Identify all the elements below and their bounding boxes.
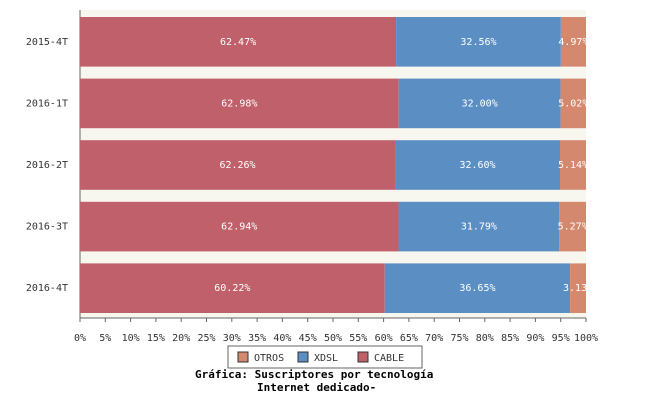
y-tick-label: 2016-2T	[26, 160, 68, 171]
y-tick-label: 2016-4T	[26, 283, 68, 294]
value-label: 62.98%	[221, 98, 257, 109]
value-label: 5.14%	[558, 160, 588, 171]
x-tick-label: 55%	[349, 333, 367, 344]
x-tick-label: 60%	[375, 333, 393, 344]
x-tick-label: 0%	[74, 333, 86, 344]
legend-swatch	[237, 351, 249, 363]
x-tick-label: 40%	[273, 333, 291, 344]
legend	[227, 345, 423, 369]
x-tick-label: 10%	[122, 333, 140, 344]
x-tick-label: 35%	[248, 333, 266, 344]
x-tick-label: 70%	[425, 333, 443, 344]
title-line: Internet dedicado-	[257, 381, 376, 394]
x-tick-label: 95%	[552, 333, 570, 344]
value-label: 62.94%	[221, 222, 257, 233]
value-label: 60.22%	[214, 283, 250, 294]
bar-segment	[80, 78, 399, 129]
bar-segment	[396, 17, 561, 67]
x-tick-label: 100%	[574, 333, 598, 344]
value-label: 31.79%	[461, 222, 497, 233]
value-label: 32.56%	[460, 37, 496, 48]
bar-segment	[560, 78, 586, 129]
bar-segment	[80, 263, 385, 313]
title-line: Gráfica: Suscriptores por tecnología	[195, 368, 433, 381]
x-tick-label: 30%	[223, 333, 241, 344]
bar-segment	[395, 140, 560, 190]
y-tick-label: 2016-1T	[26, 98, 68, 109]
bar-segment	[559, 201, 586, 252]
legend-label: CABLE	[374, 353, 404, 364]
bar-segment	[398, 78, 561, 129]
x-tick-label: 20%	[172, 333, 190, 344]
bar-segment	[570, 263, 586, 313]
bar-segment	[384, 263, 571, 313]
value-label: 5.27%	[558, 222, 588, 233]
x-tick-label: 45%	[299, 333, 317, 344]
bar-segment	[398, 201, 560, 252]
value-label: 62.47%	[220, 37, 256, 48]
x-tick-label: 90%	[526, 333, 544, 344]
x-tick-label: 50%	[324, 333, 342, 344]
x-tick-label: 85%	[501, 333, 519, 344]
value-label: 3.13%	[563, 283, 593, 294]
bar-segment	[80, 17, 397, 67]
legend-label: OTROS	[254, 353, 284, 364]
x-tick-label: 80%	[476, 333, 494, 344]
value-label: 32.00%	[462, 98, 498, 109]
legend-swatch	[357, 351, 369, 363]
value-label: 36.65%	[459, 283, 495, 294]
legend-label: XDSL	[314, 353, 338, 364]
x-tick-label: 65%	[400, 333, 418, 344]
value-label: 4.97%	[558, 37, 588, 48]
x-tick-label: 75%	[450, 333, 468, 344]
y-tick-label: 2016-3T	[26, 222, 68, 233]
x-tick-label: 15%	[147, 333, 165, 344]
value-label: 32.60%	[459, 160, 495, 171]
value-label: 5.02%	[558, 98, 588, 109]
bar-segment	[80, 201, 399, 252]
bar-segment	[559, 140, 586, 190]
x-tick-label: 25%	[197, 333, 215, 344]
value-label: 62.26%	[219, 160, 255, 171]
y-tick-label: 2015-4T	[26, 37, 68, 48]
x-tick-label: 5%	[99, 333, 111, 344]
bar-segment	[560, 17, 586, 67]
bar-segment	[80, 140, 396, 190]
legend-swatch	[297, 351, 309, 363]
